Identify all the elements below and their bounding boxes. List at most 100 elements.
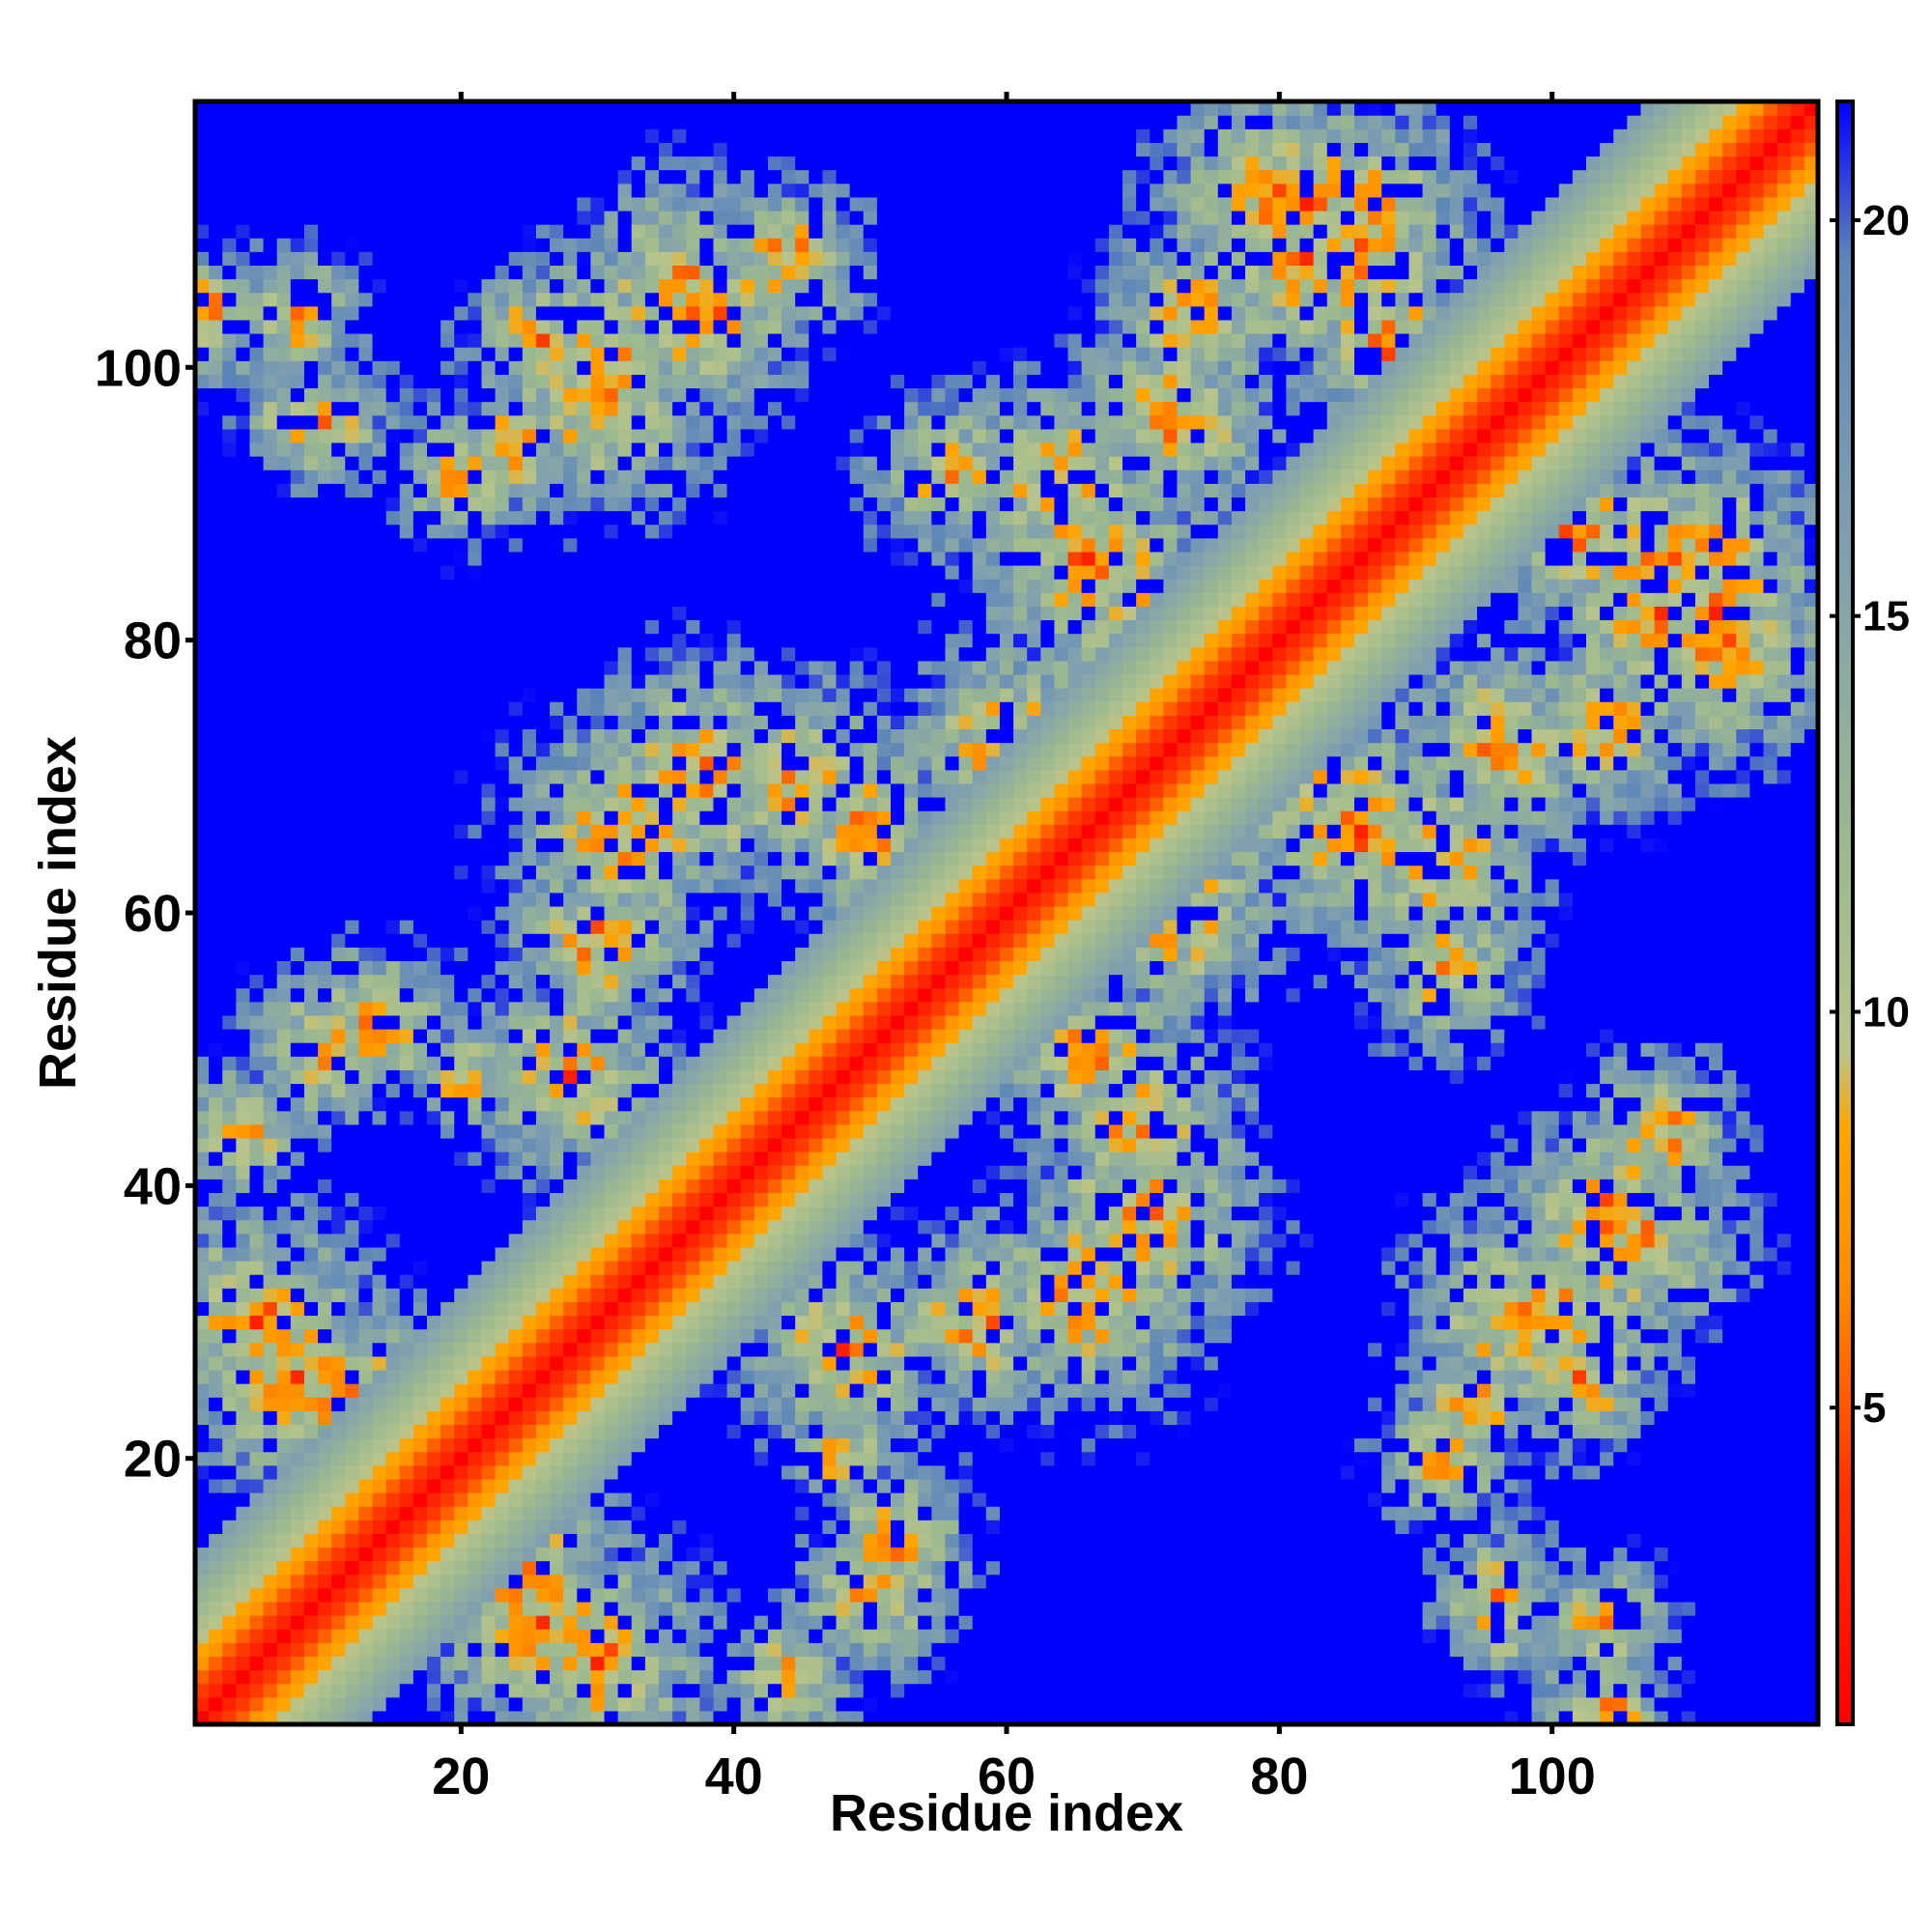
heatmap-cell [659,1096,673,1112]
heatmap-cell [535,1492,551,1507]
heatmap-cell [195,1096,210,1112]
heatmap-cell [617,579,633,593]
heatmap-cell [399,1137,414,1152]
heatmap-cell [617,497,633,512]
heatmap-cell [604,1001,619,1016]
heatmap-cell [249,1219,265,1235]
heatmap-cell [508,1069,524,1085]
heatmap-cell [195,987,210,1003]
heatmap-cell [522,360,537,375]
heatmap-cell [495,210,510,225]
heatmap-cell [686,878,700,894]
heatmap-cell [195,728,210,744]
heatmap-cell [604,619,619,635]
heatmap-cell [481,688,497,702]
heatmap-cell [276,1179,292,1194]
heatmap-cell [331,537,346,553]
heatmap-cell [535,401,551,416]
heatmap-cell [249,1165,265,1179]
heatmap-cell [318,278,332,294]
heatmap-cell [276,1261,292,1275]
heatmap-cell [195,196,210,212]
heatmap-cell [590,1342,606,1357]
heatmap-cell [399,810,414,825]
heatmap-cell [659,892,673,907]
heatmap-cell [686,1001,700,1016]
heatmap-cell [331,947,346,962]
heatmap-cell [263,824,278,838]
heatmap-cell [753,374,769,389]
heatmap-cell [631,1206,646,1221]
heatmap-cell [372,1369,387,1384]
heatmap-cell [249,892,265,907]
heatmap-cell [713,865,728,880]
heatmap-cell [331,319,346,334]
heatmap-cell [440,673,455,689]
heatmap-cell [358,1246,374,1262]
heatmap-cell [372,1288,387,1302]
heatmap-cell [385,265,401,280]
heatmap-cell [753,1669,769,1685]
heatmap-cell [590,1315,606,1330]
heatmap-cell [276,920,292,934]
heatmap-cell [222,1288,237,1302]
heatmap-cell [222,1710,237,1725]
heatmap-cell [440,1642,455,1658]
heatmap-cell [495,1192,510,1208]
heatmap-cell [522,824,537,838]
heatmap-cell [222,537,237,553]
heatmap-cell [604,1165,619,1179]
heatmap-cell [753,428,769,443]
heatmap-cell [440,1342,455,1357]
heatmap-cell [303,865,319,880]
heatmap-cell [372,1083,387,1098]
heatmap-cell [495,1029,510,1043]
heatmap-cell [686,1179,700,1194]
heatmap-cell [726,347,742,361]
heatmap-cell [385,1165,401,1179]
heatmap-cell [222,196,237,212]
heatmap-cell [726,1192,742,1208]
heatmap-cell [399,824,414,838]
heatmap-cell [644,633,660,648]
heatmap-cell [358,660,374,675]
heatmap-cell [303,1437,319,1453]
heatmap-cell [577,592,592,607]
heatmap-cell [590,619,606,635]
heatmap-cell [468,810,483,825]
heatmap-cell [740,592,755,607]
heatmap-cell [412,1560,428,1576]
heatmap-cell [495,1656,510,1671]
heatmap-cell [412,838,428,853]
heatmap-cell [440,1710,455,1725]
heatmap-cell [563,1246,578,1262]
heatmap-cell [495,1683,510,1698]
heatmap-cell [726,1369,742,1384]
heatmap-cell [318,347,332,361]
heatmap-cell [699,1615,715,1630]
heatmap-cell [249,360,265,375]
heatmap-cell [713,824,728,838]
heatmap-cell [590,401,606,416]
heatmap-cell [222,1206,237,1221]
heatmap-cell [508,782,524,798]
heatmap-cell [222,1110,237,1125]
heatmap-cell [659,769,673,784]
heatmap-cell [195,210,210,225]
heatmap-cell [522,1179,537,1194]
heatmap-cell [276,797,292,811]
heatmap-cell [195,838,210,853]
heatmap-cell [686,1342,700,1357]
heatmap-cell [535,673,551,689]
heatmap-cell [672,156,687,171]
heatmap-cell [222,387,237,403]
heatmap-cell [358,715,374,730]
heatmap-cell [427,878,441,894]
heatmap-cell [495,1123,510,1139]
heatmap-cell [686,1355,700,1371]
heatmap-cell [672,292,687,307]
heatmap-cell [276,1437,292,1453]
heatmap-cell [209,1246,223,1262]
heatmap-cell [290,374,305,389]
heatmap-cell [550,319,564,334]
